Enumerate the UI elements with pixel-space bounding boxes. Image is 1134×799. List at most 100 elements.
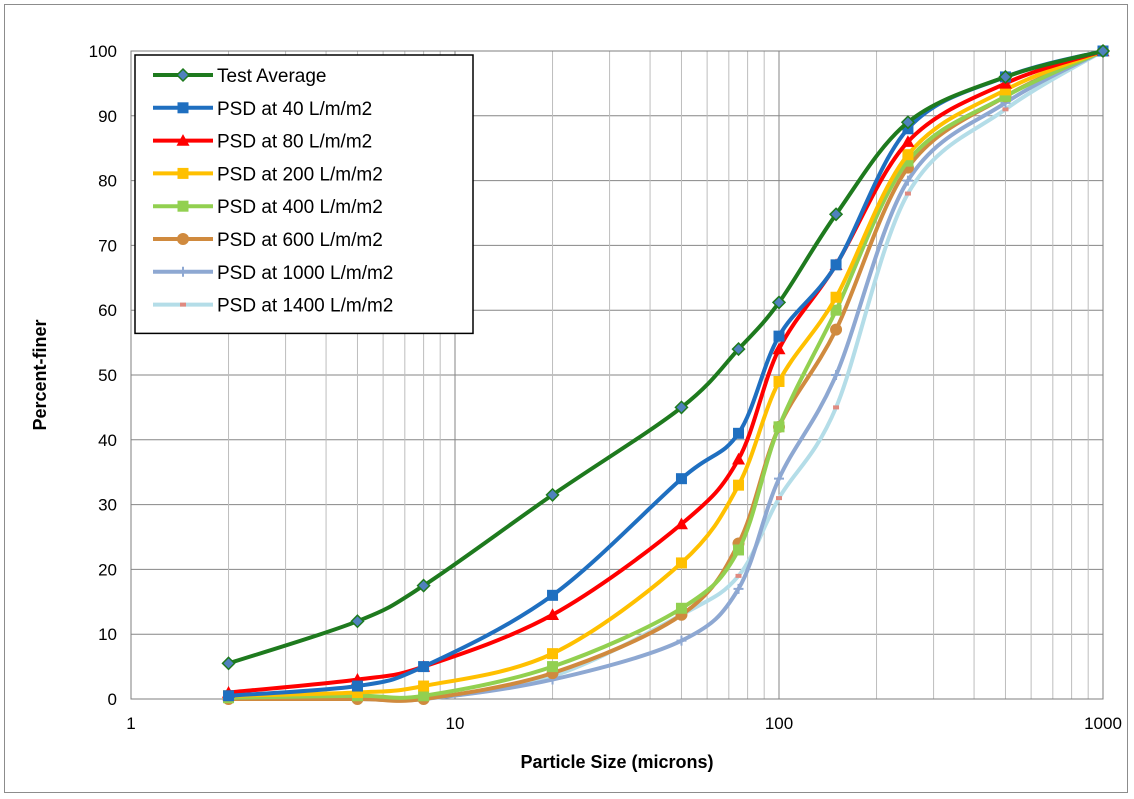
data-point — [1095, 43, 1111, 59]
data-point — [773, 421, 785, 433]
legend-label: PSD at 400 L/m/m2 — [217, 197, 383, 218]
data-point — [998, 69, 1013, 84]
data-point — [772, 342, 786, 355]
data-point — [904, 191, 911, 196]
data-point — [418, 661, 430, 673]
data-point — [902, 175, 913, 186]
data-point — [902, 149, 914, 161]
data-point — [733, 583, 744, 594]
legend-entry: PSD at 1400 L/m/m2 — [153, 296, 393, 317]
y-tick-label: 20 — [98, 560, 117, 579]
data-point — [830, 259, 842, 271]
data-point — [545, 487, 560, 502]
data-point — [902, 155, 914, 167]
y-tick-label: 10 — [98, 625, 117, 644]
y-tick-label: 60 — [98, 301, 117, 320]
data-point — [830, 304, 842, 316]
series-line — [226, 49, 1105, 703]
data-point — [735, 573, 742, 578]
x-tick-label: 1000 — [1084, 714, 1122, 733]
series-test-average — [221, 43, 1111, 671]
data-point — [833, 405, 840, 410]
data-point — [773, 330, 785, 342]
data-point — [774, 473, 784, 484]
data-point — [999, 84, 1011, 96]
data-point — [831, 370, 842, 380]
data-point — [776, 496, 782, 501]
data-point — [674, 400, 689, 415]
legend-entry: PSD at 400 L/m/m2 — [153, 197, 383, 218]
legend-entry: PSD at 1000 L/m/m2 — [153, 263, 393, 284]
series-line — [226, 49, 1105, 700]
y-tick-label: 0 — [108, 690, 117, 709]
data-point — [828, 207, 844, 222]
data-point — [676, 635, 687, 646]
data-point — [221, 656, 236, 671]
plot-area-border — [130, 50, 1104, 700]
series-lines — [221, 43, 1111, 705]
data-point — [675, 557, 687, 569]
y-tick-label: 40 — [98, 431, 117, 450]
data-point — [675, 602, 687, 614]
data-point — [547, 589, 559, 601]
x-tick-label: 10 — [446, 714, 465, 733]
data-point — [773, 375, 785, 387]
data-point — [830, 323, 843, 336]
data-point — [547, 661, 559, 673]
data-point — [547, 648, 559, 660]
data-point — [223, 690, 235, 702]
data-point — [733, 544, 745, 556]
legend-label: PSD at 80 L/m/m2 — [217, 132, 372, 153]
y-tick-label: 100 — [89, 42, 117, 61]
data-point — [675, 473, 687, 485]
legend-marker — [177, 233, 189, 245]
data-point — [733, 479, 745, 491]
y-axis-title: Percent-finer — [30, 319, 50, 430]
data-point — [1002, 107, 1009, 112]
data-point — [731, 342, 746, 357]
legend-label: Test Average — [217, 66, 327, 87]
data-point — [771, 295, 787, 310]
legend-label: PSD at 1000 L/m/m2 — [217, 263, 393, 284]
legend-entry: PSD at 80 L/m/m2 — [153, 132, 372, 153]
y-tick-label: 70 — [98, 236, 117, 255]
data-point — [674, 517, 688, 530]
data-point — [999, 90, 1011, 102]
data-point — [830, 291, 842, 303]
data-point — [418, 690, 430, 702]
data-point — [900, 115, 915, 130]
data-point — [546, 608, 560, 620]
data-point — [418, 680, 430, 692]
legend-entry: PSD at 200 L/m/m2 — [153, 164, 383, 185]
legend-entry: PSD at 600 L/m/m2 — [153, 230, 383, 251]
data-point — [901, 135, 915, 147]
legend-label: PSD at 1400 L/m/m2 — [217, 296, 393, 317]
x-tick-label: 1 — [126, 714, 135, 733]
legend-label: PSD at 600 L/m/m2 — [217, 230, 383, 251]
data-point — [351, 687, 363, 699]
legend-marker — [178, 266, 188, 277]
legend-marker — [177, 167, 189, 179]
series-line — [226, 49, 1105, 666]
legend-entry: PSD at 40 L/m/m2 — [153, 99, 372, 120]
legend-label: PSD at 200 L/m/m2 — [217, 164, 383, 185]
data-point — [733, 427, 745, 439]
legend-marker — [175, 67, 191, 83]
data-point — [350, 614, 365, 629]
data-point — [416, 578, 431, 593]
legend-entry: Test Average — [153, 66, 327, 87]
x-tick-label: 100 — [765, 714, 793, 733]
data-point — [732, 452, 746, 465]
legend: Test Average PSD at 40 L/m/m2 PSD at 80 L/… — [134, 54, 474, 335]
legend-marker — [180, 302, 186, 307]
legend-label: PSD at 40 L/m/m2 — [217, 99, 372, 120]
legend-marker — [177, 200, 189, 212]
legend-marker — [176, 134, 190, 146]
legend-box — [134, 54, 474, 335]
legend-marker — [177, 102, 189, 114]
x-axis-title: Particle Size (microns) — [520, 752, 713, 772]
data-point — [351, 680, 363, 692]
y-tick-label: 50 — [98, 366, 117, 385]
